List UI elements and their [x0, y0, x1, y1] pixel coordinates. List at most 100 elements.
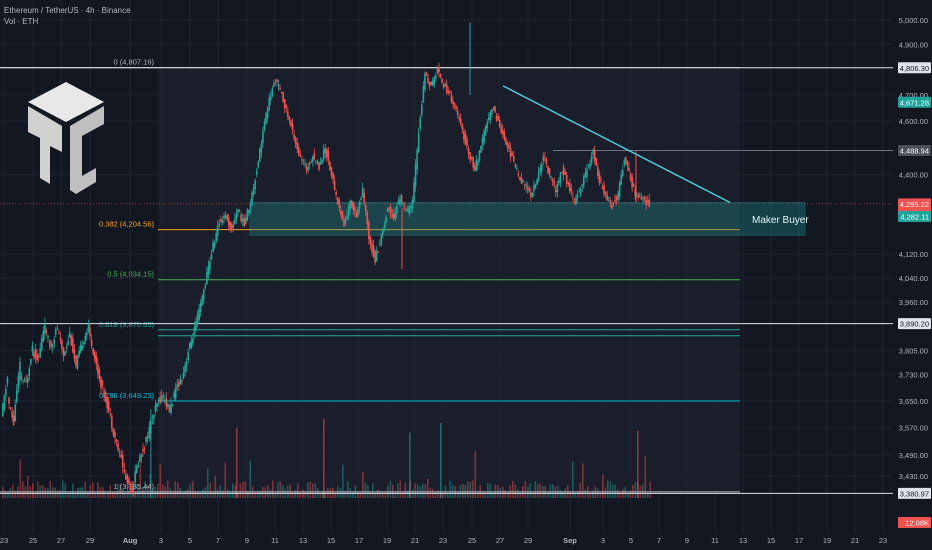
candle-body: [59, 337, 62, 340]
candle-body: [269, 96, 272, 101]
volume-bar: [59, 490, 62, 498]
candle-body: [33, 352, 35, 357]
volume-spike-4: [409, 432, 411, 498]
volume-bar: [177, 482, 179, 498]
candle-body: [95, 355, 98, 365]
descending-trendline[interactable]: [502, 85, 731, 204]
time-tick: 13: [299, 536, 307, 545]
candle-body: [232, 224, 235, 228]
candle-body: [56, 327, 59, 329]
candle-body: [154, 404, 157, 412]
volume-bar: [599, 492, 602, 498]
candle-body: [646, 200, 649, 203]
candle-body: [444, 84, 446, 87]
volume-bar: [527, 486, 529, 498]
candle-body: [332, 172, 334, 180]
candle-body: [2, 404, 4, 417]
candle-body: [5, 388, 7, 395]
candle-body: [363, 192, 365, 203]
candle-body: [273, 83, 275, 87]
time-axis[interactable]: 23 25 27 29 Aug 3 5 7 9 11 13 15 17 19 21 23 25 27 29 Sep 3 5…: [0, 532, 932, 550]
price-label-bg: [898, 96, 931, 108]
candle-body: [445, 84, 448, 93]
candle-body: [453, 102, 456, 107]
volume-bar: [397, 483, 399, 498]
candle-body: [377, 250, 380, 252]
candle-body: [39, 348, 41, 358]
candle-body: [400, 195, 403, 203]
price-tick: 3,960.00: [899, 298, 928, 307]
candle-body: [497, 116, 499, 121]
candle-body: [338, 200, 341, 209]
time-tick: 23: [439, 536, 447, 545]
volume-bar: [539, 483, 542, 498]
chart-header: Ethereum / TetherUS · 4h · Binance Vol ·…: [4, 5, 131, 27]
candle-body: [394, 212, 397, 218]
volume-bar: [457, 493, 459, 498]
volume-bar: [394, 492, 397, 498]
candle-body: [578, 191, 580, 193]
candle-body: [36, 354, 38, 361]
volume-bar: [2, 487, 4, 498]
candle-body: [618, 182, 621, 198]
volume-bar: [554, 486, 557, 498]
volume-bar: [314, 483, 317, 498]
candle-body: [50, 340, 52, 347]
candle-body: [176, 384, 179, 388]
candle-body: [494, 106, 496, 113]
time-tick: 19: [823, 536, 831, 545]
candle-body: [531, 192, 534, 197]
candle-body: [106, 396, 108, 409]
candle-body: [162, 395, 165, 397]
time-tick: 25: [29, 536, 37, 545]
time-axis-bg: [0, 532, 932, 550]
volume-bar: [322, 490, 324, 498]
volume-label: 12.08K: [905, 519, 929, 528]
candle-body: [427, 77, 429, 83]
volume-bar: [462, 484, 464, 498]
volume-bar: [214, 476, 217, 498]
volume-bar: [207, 468, 209, 498]
volume-bar: [477, 493, 479, 498]
volume-bar: [154, 486, 157, 498]
candle-body: [137, 465, 140, 468]
horizontal-levels[interactable]: [0, 67, 893, 494]
time-tick: Sep: [563, 536, 577, 545]
maker-buyer-zone[interactable]: Maker Buyer: [249, 201, 809, 236]
candle-body: [173, 392, 175, 399]
candle-body: [551, 179, 554, 182]
candle-body: [558, 180, 560, 184]
candle-body: [252, 187, 255, 195]
candle-body: [441, 78, 443, 84]
candle-body: [135, 466, 138, 474]
fib-label-0.786: 0.786 (3,649.23): [99, 391, 155, 400]
price-axis[interactable]: 5,000.00 4,900.00 4,700.00 4,600.00 4,400.00…: [893, 0, 932, 550]
volume-legend[interactable]: Vol · ETH: [4, 17, 39, 26]
candle-body: [632, 184, 635, 186]
candle-body: [590, 155, 593, 164]
candle-body: [631, 176, 633, 188]
candle-body: [548, 168, 551, 175]
candle-body: [419, 117, 422, 129]
candle-body: [410, 206, 412, 209]
candle-body: [645, 199, 647, 206]
symbol-title[interactable]: Ethereum / TetherUS · 4h · Binance: [4, 6, 131, 15]
volume-bar: [332, 487, 334, 498]
volume-bar: [34, 492, 37, 498]
candle-body: [473, 165, 476, 170]
candle-body: [165, 398, 168, 407]
candle-body: [533, 185, 535, 192]
volume-bar: [577, 491, 579, 498]
volume-bar: [364, 482, 367, 498]
candle-body: [502, 129, 504, 135]
candle-body: [260, 143, 263, 153]
candle-body: [403, 207, 406, 210]
candle-body: [145, 436, 147, 442]
time-tick: 27: [57, 536, 65, 545]
volume-bar: [467, 481, 469, 498]
volume-bar: [447, 492, 449, 498]
candle-body: [234, 218, 236, 225]
fibonacci-retracement[interactable]: 0 (4,807.16) 0.382 (4,204.56) 0.5 (4,034.1…: [0, 58, 740, 493]
volume-bar: [374, 493, 377, 498]
